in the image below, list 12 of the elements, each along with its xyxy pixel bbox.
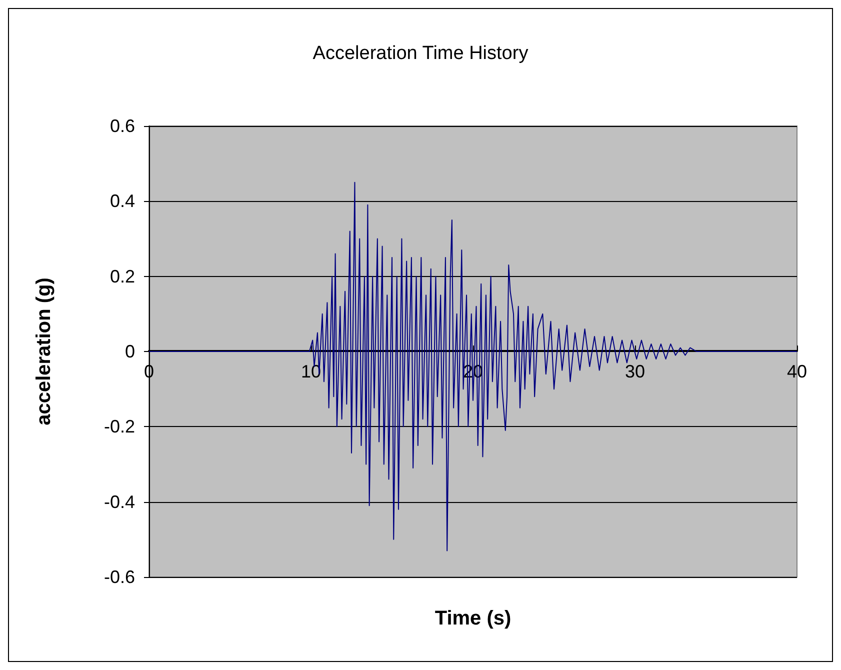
- chart-title: Acceleration Time History: [312, 43, 529, 64]
- y-tick-label: -0.4: [104, 492, 135, 512]
- y-axis-title: acceleration (g): [33, 278, 55, 426]
- x-axis-title: Time (s): [434, 608, 512, 630]
- x-tick-label: 40: [786, 362, 808, 382]
- y-tick-label: -0.6: [104, 567, 135, 587]
- y-tick-label: 0.2: [110, 266, 135, 286]
- y-tick-label: -0.2: [104, 416, 135, 437]
- y-tick-label: 0: [124, 342, 135, 362]
- y-tick-label: 0.4: [110, 191, 135, 212]
- y-tick-label: 0.6: [110, 116, 135, 136]
- x-tick-label: 30: [624, 362, 646, 382]
